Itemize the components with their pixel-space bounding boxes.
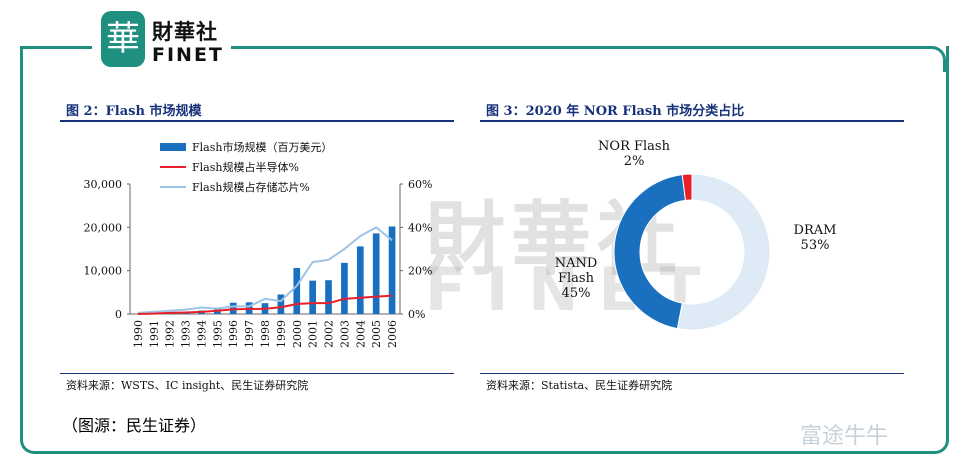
futu-watermark: 富途牛牛 <box>800 424 889 449</box>
flash-market-bar <box>325 280 332 314</box>
frame-top-line <box>20 46 92 49</box>
x-tick-label: 2004 <box>354 320 367 348</box>
flash-market-bar <box>309 280 316 314</box>
brand-name-cn: 財華社 <box>152 20 218 44</box>
figure2-title: 图 2：Flash 市场规模 <box>66 104 202 119</box>
figure3-title-rule <box>480 120 904 122</box>
x-tick-label: 1991 <box>148 320 161 348</box>
nand-flash-slice <box>613 174 687 330</box>
nand-flash-label: 45% <box>562 286 591 301</box>
x-tick-label: 1997 <box>243 320 256 348</box>
x-tick-label: 2000 <box>291 320 304 348</box>
x-tick-label: 1995 <box>211 320 224 348</box>
memory-share-line <box>137 226 393 314</box>
dram-slice <box>676 173 771 331</box>
logo-glyph: 華 <box>106 19 140 59</box>
flash-market-bar <box>277 294 285 314</box>
x-tick-label: 1999 <box>275 320 288 348</box>
x-tick-label: 1993 <box>180 320 193 348</box>
nor-flash-label: 2% <box>624 154 645 169</box>
x-tick-label: 1990 <box>132 320 145 348</box>
image-caption: （图源：民生证券） <box>62 416 207 435</box>
content-frame <box>20 46 949 454</box>
figure2-source-rule <box>60 373 454 374</box>
figure3-title: 图 3：2020 年 NOR Flash 市场分类占比 <box>486 104 745 119</box>
legend-swatch-bar <box>160 143 186 151</box>
x-tick-label: 2003 <box>338 320 351 348</box>
x-tick-label: 1992 <box>164 320 177 348</box>
dram-label: DRAM <box>794 223 837 238</box>
finet-logo: 華 財華社 FINET <box>96 6 231 74</box>
y-left-tick-label: 20,000 <box>84 221 123 234</box>
y-right-tick-label: 60% <box>408 178 432 191</box>
nor-flash-label: NOR Flash <box>598 139 671 154</box>
semiconductor-share-line <box>137 294 393 315</box>
flash-market-bar <box>356 246 364 314</box>
y-right-tick-label: 40% <box>408 221 432 234</box>
y-left-tick-label: 30,000 <box>84 178 123 191</box>
x-tick-label: 2001 <box>307 320 320 348</box>
x-tick-label: 2005 <box>370 320 383 348</box>
nand-flash-label: NAND <box>555 256 598 271</box>
figure3-source-rule <box>480 373 904 374</box>
x-tick-label: 1994 <box>195 320 208 348</box>
finet-logo-mark: 華 <box>101 11 145 67</box>
x-tick-label: 1996 <box>227 320 240 348</box>
flash-market-bar <box>341 262 348 314</box>
x-tick-label: 2006 <box>386 320 399 348</box>
x-tick-label: 1998 <box>259 320 272 348</box>
x-tick-label: 2002 <box>323 320 336 348</box>
flash-market-bar <box>293 268 301 314</box>
y-right-tick-label: 0% <box>408 308 425 321</box>
legend-label-bar: Flash市场规模（百万美元） <box>192 140 332 154</box>
y-left-tick-label: 10,000 <box>84 265 123 278</box>
y-right-tick-label: 20% <box>408 265 432 278</box>
nor-flash-slice <box>681 173 693 201</box>
y-left-tick-label: 0 <box>115 308 122 321</box>
legend-label-light: Flash规模占存储芯片% <box>192 180 310 194</box>
nand-flash-label: Flash <box>558 271 595 286</box>
legend-label-red: Flash规模占半导体% <box>192 160 299 174</box>
figure2-title-rule <box>60 120 454 122</box>
figure3-source: 资料来源：Statista、民生证券研究院 <box>486 379 673 392</box>
dram-label: 53% <box>801 238 830 253</box>
frame-top-line <box>228 46 928 49</box>
brand-name-en: FINET <box>152 44 224 66</box>
flash-market-bar <box>372 233 380 314</box>
frame-corner <box>920 46 946 72</box>
figure2-source: 资料来源：WSTS、IC insight、民生证券研究院 <box>66 379 309 392</box>
flash-market-bar <box>388 226 396 314</box>
